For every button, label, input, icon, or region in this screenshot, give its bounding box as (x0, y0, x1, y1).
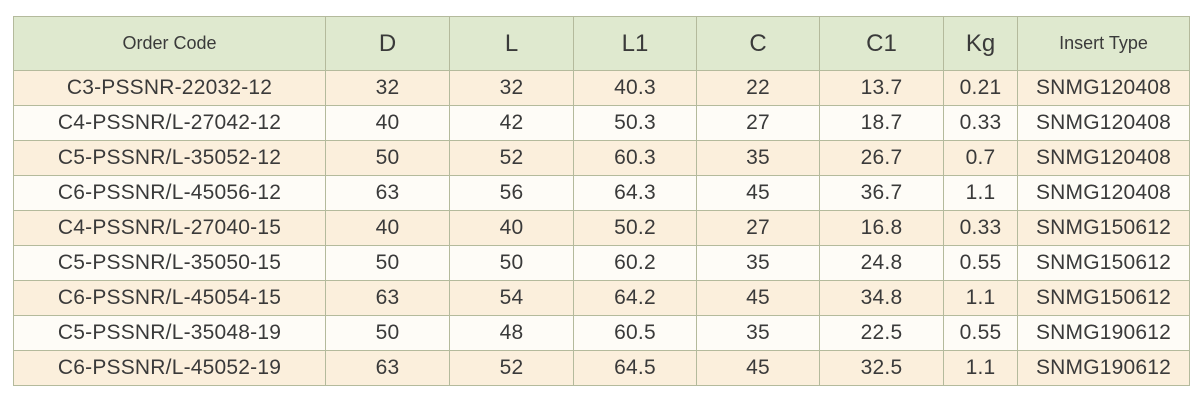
cell-insert-type: SNMG120408 (1017, 70, 1190, 106)
spec-table-container: Order Code D L L1 C C1 Kg Insert Type C3… (13, 16, 1190, 386)
cell-l1: 60.3 (573, 140, 697, 176)
table-body: C3-PSSNR-22032-12 32 32 40.3 22 13.7 0.2… (13, 70, 1190, 386)
cell-order-code: C5-PSSNR/L-35048-19 (13, 315, 326, 351)
cell-l: 54 (449, 280, 574, 316)
cell-order-code: C5-PSSNR/L-35052-12 (13, 140, 326, 176)
cell-kg: 1.1 (943, 350, 1018, 386)
cell-d: 63 (325, 350, 450, 386)
cell-order-code: C3-PSSNR-22032-12 (13, 70, 326, 106)
cell-order-code: C6-PSSNR/L-45052-19 (13, 350, 326, 386)
table-header: Order Code D L L1 C C1 Kg Insert Type (13, 16, 1190, 71)
cell-kg: 0.21 (943, 70, 1018, 106)
cell-order-code: C6-PSSNR/L-45054-15 (13, 280, 326, 316)
column-header-insert-type: Insert Type (1017, 16, 1190, 71)
cell-d: 32 (325, 70, 450, 106)
cell-order-code: C5-PSSNR/L-35050-15 (13, 245, 326, 281)
cell-d: 63 (325, 280, 450, 316)
cell-c: 35 (696, 140, 820, 176)
cell-l: 40 (449, 210, 574, 246)
cell-insert-type: SNMG120408 (1017, 175, 1190, 211)
cell-d: 40 (325, 210, 450, 246)
cell-c: 45 (696, 280, 820, 316)
column-header-c1: C1 (819, 16, 944, 71)
cell-l: 32 (449, 70, 574, 106)
cell-c1: 26.7 (819, 140, 944, 176)
table-row: C6-PSSNR/L-45056-12 63 56 64.3 45 36.7 1… (13, 175, 1190, 211)
cell-order-code: C4-PSSNR/L-27042-12 (13, 105, 326, 141)
cell-c1: 32.5 (819, 350, 944, 386)
table-row: C4-PSSNR/L-27040-15 40 40 50.2 27 16.8 0… (13, 210, 1190, 246)
cell-l1: 50.2 (573, 210, 697, 246)
cell-insert-type: SNMG150612 (1017, 245, 1190, 281)
cell-d: 50 (325, 315, 450, 351)
column-header-l1: L1 (573, 16, 697, 71)
cell-l1: 40.3 (573, 70, 697, 106)
cell-insert-type: SNMG120408 (1017, 105, 1190, 141)
cell-d: 50 (325, 140, 450, 176)
column-header-d: D (325, 16, 450, 71)
cell-c1: 16.8 (819, 210, 944, 246)
cell-d: 40 (325, 105, 450, 141)
cell-l1: 64.5 (573, 350, 697, 386)
cell-kg: 0.33 (943, 210, 1018, 246)
cell-c: 45 (696, 175, 820, 211)
cell-order-code: C4-PSSNR/L-27040-15 (13, 210, 326, 246)
cell-kg: 0.7 (943, 140, 1018, 176)
cell-l: 56 (449, 175, 574, 211)
spec-table: Order Code D L L1 C C1 Kg Insert Type C3… (13, 16, 1190, 386)
cell-c: 35 (696, 315, 820, 351)
cell-c: 27 (696, 210, 820, 246)
cell-insert-type: SNMG190612 (1017, 315, 1190, 351)
cell-kg: 0.55 (943, 245, 1018, 281)
cell-d: 50 (325, 245, 450, 281)
cell-c: 45 (696, 350, 820, 386)
cell-insert-type: SNMG150612 (1017, 280, 1190, 316)
cell-d: 63 (325, 175, 450, 211)
table-row: C6-PSSNR/L-45052-19 63 52 64.5 45 32.5 1… (13, 350, 1190, 386)
cell-c1: 13.7 (819, 70, 944, 106)
cell-l1: 50.3 (573, 105, 697, 141)
cell-l1: 64.3 (573, 175, 697, 211)
cell-l: 48 (449, 315, 574, 351)
cell-kg: 1.1 (943, 175, 1018, 211)
cell-l: 52 (449, 140, 574, 176)
cell-l1: 64.2 (573, 280, 697, 316)
table-row: C4-PSSNR/L-27042-12 40 42 50.3 27 18.7 0… (13, 105, 1190, 141)
cell-c: 35 (696, 245, 820, 281)
table-row: C5-PSSNR/L-35050-15 50 50 60.2 35 24.8 0… (13, 245, 1190, 281)
column-header-kg: Kg (943, 16, 1018, 71)
cell-c1: 22.5 (819, 315, 944, 351)
table-row: C5-PSSNR/L-35052-12 50 52 60.3 35 26.7 0… (13, 140, 1190, 176)
cell-insert-type: SNMG150612 (1017, 210, 1190, 246)
table-row: C5-PSSNR/L-35048-19 50 48 60.5 35 22.5 0… (13, 315, 1190, 351)
cell-l1: 60.5 (573, 315, 697, 351)
cell-order-code: C6-PSSNR/L-45056-12 (13, 175, 326, 211)
cell-kg: 0.55 (943, 315, 1018, 351)
cell-insert-type: SNMG120408 (1017, 140, 1190, 176)
table-row: C6-PSSNR/L-45054-15 63 54 64.2 45 34.8 1… (13, 280, 1190, 316)
cell-c: 27 (696, 105, 820, 141)
cell-c1: 36.7 (819, 175, 944, 211)
column-header-l: L (449, 16, 574, 71)
cell-l: 50 (449, 245, 574, 281)
column-header-order-code: Order Code (13, 16, 326, 71)
table-row: C3-PSSNR-22032-12 32 32 40.3 22 13.7 0.2… (13, 70, 1190, 106)
cell-c: 22 (696, 70, 820, 106)
cell-c1: 24.8 (819, 245, 944, 281)
cell-l: 42 (449, 105, 574, 141)
cell-l1: 60.2 (573, 245, 697, 281)
cell-kg: 0.33 (943, 105, 1018, 141)
cell-kg: 1.1 (943, 280, 1018, 316)
header-row: Order Code D L L1 C C1 Kg Insert Type (13, 16, 1190, 71)
cell-insert-type: SNMG190612 (1017, 350, 1190, 386)
cell-c1: 18.7 (819, 105, 944, 141)
column-header-c: C (696, 16, 820, 71)
cell-c1: 34.8 (819, 280, 944, 316)
cell-l: 52 (449, 350, 574, 386)
